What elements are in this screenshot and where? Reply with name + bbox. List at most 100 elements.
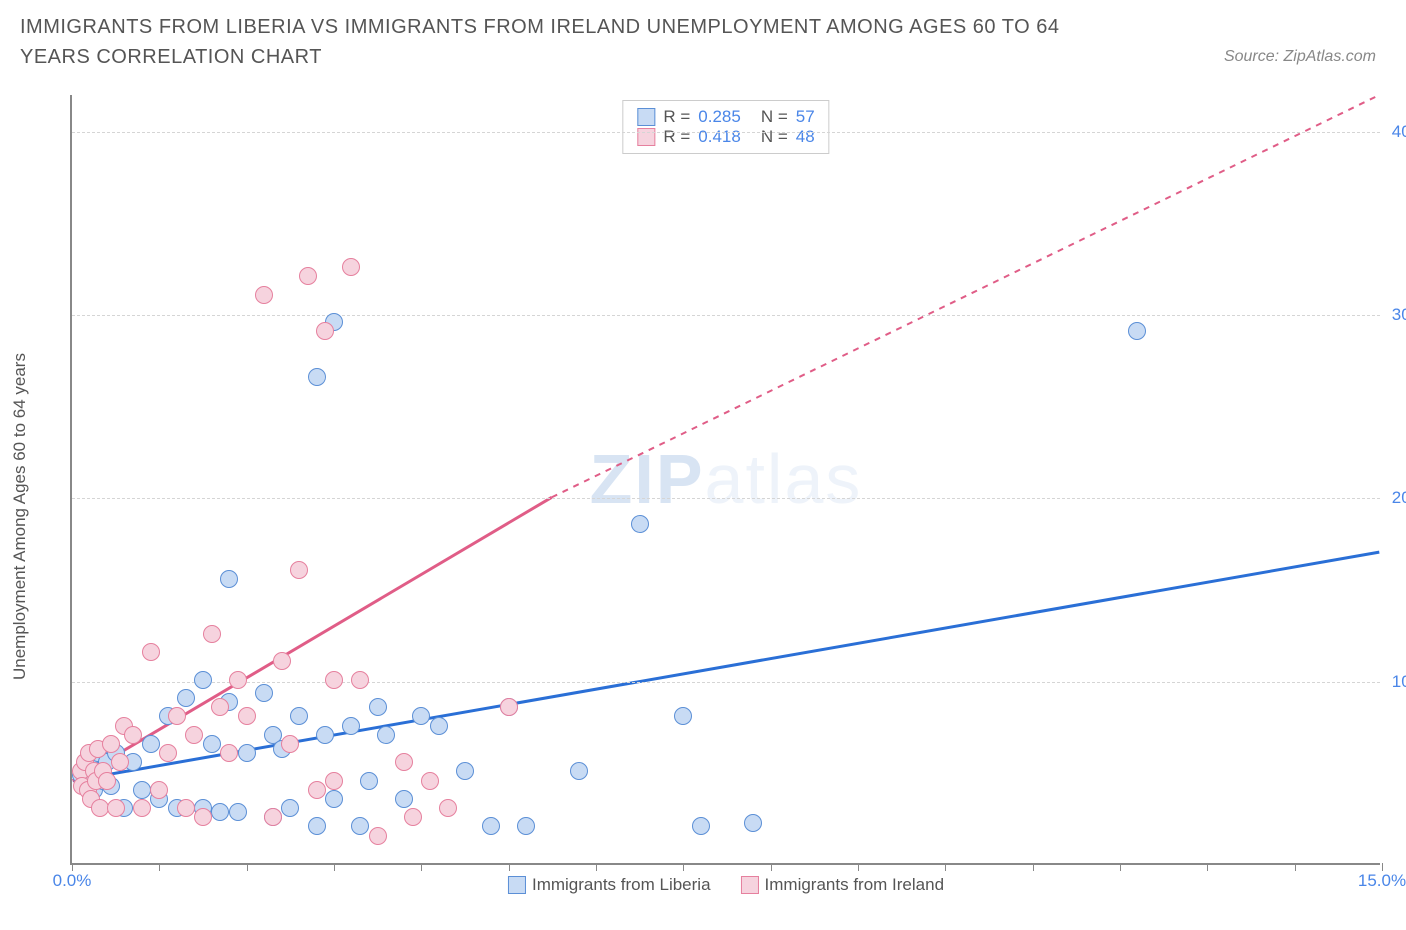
- grid-line: [72, 498, 1380, 499]
- x-tick: [421, 863, 422, 871]
- watermark: ZIPatlas: [590, 439, 863, 519]
- data-point: [1128, 322, 1146, 340]
- data-point: [177, 799, 195, 817]
- data-point: [111, 753, 129, 771]
- x-tick-label: 0.0%: [53, 871, 92, 891]
- data-point: [229, 671, 247, 689]
- data-point: [430, 717, 448, 735]
- x-tick: [509, 863, 510, 871]
- data-point: [404, 808, 422, 826]
- data-point: [360, 772, 378, 790]
- x-tick: [683, 863, 684, 871]
- data-point: [133, 781, 151, 799]
- x-tick: [159, 863, 160, 871]
- data-point: [264, 808, 282, 826]
- data-point: [369, 698, 387, 716]
- data-point: [377, 726, 395, 744]
- data-point: [412, 707, 430, 725]
- y-axis-label: Unemployment Among Ages 60 to 64 years: [10, 353, 30, 680]
- x-tick: [72, 863, 73, 871]
- data-point: [308, 781, 326, 799]
- data-point: [342, 258, 360, 276]
- data-point: [692, 817, 710, 835]
- x-tick: [1295, 863, 1296, 871]
- data-point: [238, 707, 256, 725]
- stats-legend: R = 0.285 N = 57 R = 0.418 N = 48: [622, 100, 829, 154]
- x-tick: [945, 863, 946, 871]
- data-point: [133, 799, 151, 817]
- grid-line: [72, 132, 1380, 133]
- series-legend: Immigrants from LiberiaImmigrants from I…: [508, 875, 944, 895]
- y-tick-label: 20.0%: [1392, 488, 1406, 508]
- data-point: [456, 762, 474, 780]
- data-point: [369, 827, 387, 845]
- data-point: [168, 707, 186, 725]
- legend-item: Immigrants from Liberia: [508, 875, 711, 895]
- x-tick: [596, 863, 597, 871]
- grid-line: [72, 315, 1380, 316]
- x-tick: [1382, 863, 1383, 871]
- data-point: [98, 772, 116, 790]
- data-point: [194, 808, 212, 826]
- data-point: [316, 322, 334, 340]
- data-point: [185, 726, 203, 744]
- data-point: [325, 790, 343, 808]
- x-tick: [1120, 863, 1121, 871]
- data-point: [107, 799, 125, 817]
- data-point: [211, 698, 229, 716]
- data-point: [517, 817, 535, 835]
- y-tick-label: 10.0%: [1392, 672, 1406, 692]
- data-point: [744, 814, 762, 832]
- data-point: [229, 803, 247, 821]
- data-point: [395, 790, 413, 808]
- grid-line: [72, 682, 1380, 683]
- data-point: [142, 643, 160, 661]
- data-point: [238, 744, 256, 762]
- data-point: [570, 762, 588, 780]
- data-point: [255, 286, 273, 304]
- data-point: [395, 753, 413, 771]
- data-point: [211, 803, 229, 821]
- data-point: [325, 671, 343, 689]
- data-point: [220, 744, 238, 762]
- data-point: [308, 817, 326, 835]
- x-tick: [247, 863, 248, 871]
- data-point: [316, 726, 334, 744]
- data-point: [325, 772, 343, 790]
- legend-row: R = 0.285 N = 57: [637, 107, 814, 127]
- x-tick: [771, 863, 772, 871]
- data-point: [194, 671, 212, 689]
- data-point: [421, 772, 439, 790]
- data-point: [351, 817, 369, 835]
- data-point: [482, 817, 500, 835]
- data-point: [150, 781, 168, 799]
- legend-row: R = 0.418 N = 48: [637, 127, 814, 147]
- data-point: [203, 625, 221, 643]
- data-point: [290, 561, 308, 579]
- data-point: [308, 368, 326, 386]
- data-point: [290, 707, 308, 725]
- x-tick: [1207, 863, 1208, 871]
- data-point: [342, 717, 360, 735]
- data-point: [674, 707, 692, 725]
- data-point: [351, 671, 369, 689]
- data-point: [439, 799, 457, 817]
- data-point: [203, 735, 221, 753]
- regression-lines: [72, 95, 1380, 863]
- chart-title: IMMIGRANTS FROM LIBERIA VS IMMIGRANTS FR…: [20, 12, 1120, 72]
- y-tick-label: 30.0%: [1392, 305, 1406, 325]
- data-point: [255, 684, 273, 702]
- data-point: [124, 726, 142, 744]
- data-point: [500, 698, 518, 716]
- x-tick: [858, 863, 859, 871]
- source-attribution: Source: ZipAtlas.com: [1224, 48, 1376, 66]
- data-point: [273, 652, 291, 670]
- y-tick-label: 40.0%: [1392, 122, 1406, 142]
- data-point: [102, 735, 120, 753]
- x-tick-label: 15.0%: [1358, 871, 1406, 891]
- data-point: [281, 735, 299, 753]
- data-point: [159, 744, 177, 762]
- scatter-plot: ZIPatlas R = 0.285 N = 57 R = 0.418 N = …: [70, 95, 1380, 865]
- data-point: [631, 515, 649, 533]
- data-point: [142, 735, 160, 753]
